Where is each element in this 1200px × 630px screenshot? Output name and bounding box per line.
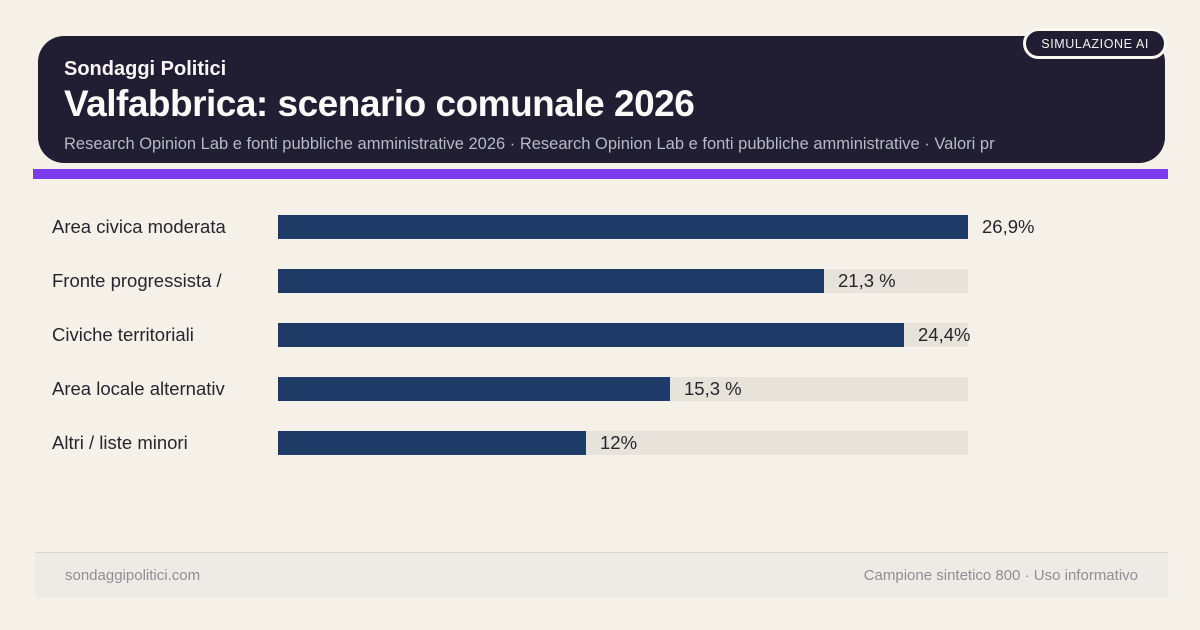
bar-track — [278, 377, 968, 401]
chart-row: Civiche territoriali 24,4% — [0, 323, 1200, 347]
value-label: 15,3 % — [684, 378, 742, 399]
header-card: Sondaggi Politici Valfabbrica: scenario … — [38, 36, 1165, 163]
value-label: 12% — [600, 432, 638, 453]
value-label: 24,4% — [918, 324, 971, 345]
chart-row: Fronte progressista / 21,3 % — [0, 269, 1200, 293]
bar-track — [278, 215, 968, 239]
bar-fill — [278, 269, 824, 293]
simulation-badge-label: SIMULAZIONE AI — [1041, 36, 1149, 51]
accent-divider — [33, 169, 1168, 179]
bar-track — [278, 323, 968, 347]
bar-fill — [278, 377, 670, 401]
category-label: Civiche territoriali — [52, 324, 194, 345]
bar-fill — [278, 431, 586, 455]
category-label: Altri / liste minori — [52, 432, 188, 453]
bar-track — [278, 269, 968, 293]
footer-note: Campione sintetico 800 · Uso informativo — [863, 567, 1138, 584]
simulation-badge: SIMULAZIONE AI — [1023, 28, 1167, 59]
chart-row: Altri / liste minori 12% — [0, 431, 1200, 455]
value-label: 26,9% — [982, 216, 1035, 237]
page-title: Valfabbrica: scenario comunale 2026 — [64, 83, 695, 124]
category-label: Area locale alternativ — [52, 378, 225, 399]
bar-fill — [278, 215, 968, 239]
category-label: Fronte progressista / — [52, 270, 222, 291]
chart-row: Area civica moderata 26,9% — [0, 215, 1200, 239]
bar-fill — [278, 323, 904, 347]
bar-track — [278, 431, 968, 455]
header-kicker: Sondaggi Politici — [64, 58, 227, 80]
category-label: Area civica moderata — [52, 216, 226, 237]
footer: sondaggipolitici.com Campione sintetico … — [35, 552, 1168, 598]
value-label: 21,3 % — [838, 270, 896, 291]
header-subtitle: Research Opinion Lab e fonti pubbliche a… — [64, 135, 995, 153]
chart-row: Area locale alternativ 15,3 % — [0, 377, 1200, 401]
footer-domain: sondaggipolitici.com — [65, 567, 201, 584]
